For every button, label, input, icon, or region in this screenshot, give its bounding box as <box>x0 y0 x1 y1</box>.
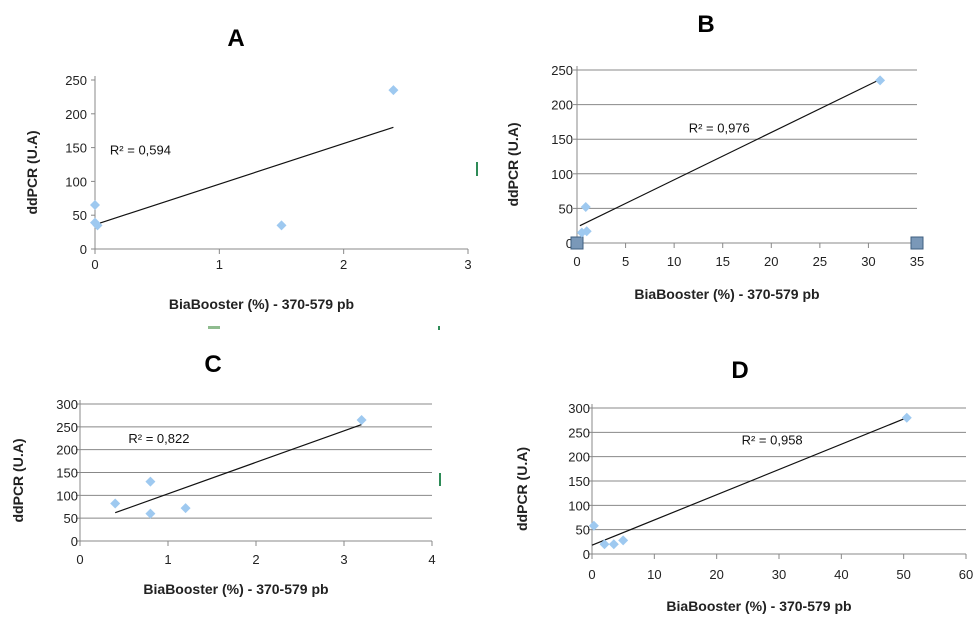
y-tick-label: 50 <box>64 511 78 526</box>
chart-panel-b: B 0 50 100 150 200 250 0 5 10 15 20 25 30 35 BiaBooster… <box>505 11 924 302</box>
x-tick-label: 15 <box>715 254 729 269</box>
x-tick-label: 20 <box>764 254 778 269</box>
data-point <box>588 520 599 531</box>
chart-title: C <box>204 351 221 378</box>
data-point <box>356 414 367 425</box>
r-squared-label: R² = 0,958 <box>742 433 803 448</box>
x-tick-label: 2 <box>340 257 347 272</box>
x-tick-label: 35 <box>910 254 924 269</box>
square-marker <box>570 236 584 250</box>
y-tick-label: 0 <box>583 547 590 562</box>
y-tick-label: 100 <box>551 167 573 182</box>
trendline <box>94 126 394 226</box>
x-tick-label: 1 <box>216 257 223 272</box>
trendline <box>114 423 362 514</box>
x-axis-label: BiaBooster (%) - 370-579 pb <box>634 286 819 302</box>
x-tick-label: 4 <box>428 552 435 567</box>
data-point <box>180 503 191 514</box>
x-tick-label: 20 <box>709 567 723 582</box>
x-tick-label: 60 <box>959 567 973 582</box>
data-point <box>276 220 287 231</box>
y-tick-label: 50 <box>73 208 87 223</box>
y-tick-label: 100 <box>65 174 87 189</box>
stray-mark-b <box>208 326 220 329</box>
trendline <box>579 79 879 227</box>
y-tick-label: 300 <box>568 401 590 416</box>
x-tick-label: 10 <box>667 254 681 269</box>
chart-panel-d: D 0 50 100 150 200 250 300 0 10 20 30 40 50 60 BiaBoost… <box>514 357 973 614</box>
y-tick-label: 200 <box>56 443 78 458</box>
data-point <box>145 508 156 519</box>
x-axis-label: BiaBooster (%) - 370-579 pb <box>666 598 851 614</box>
x-tick-label: 2 <box>252 552 259 567</box>
chart-title: A <box>227 25 244 52</box>
x-tick-label: 0 <box>76 552 83 567</box>
x-tick-label: 0 <box>573 254 580 269</box>
data-point <box>618 535 629 546</box>
data-point <box>110 498 121 509</box>
y-tick-label: 200 <box>551 98 573 113</box>
y-tick-label: 100 <box>56 488 78 503</box>
y-axis-label: ddPCR (U.A) <box>505 123 521 207</box>
x-tick-label: 1 <box>164 552 171 567</box>
x-tick-label: 10 <box>647 567 661 582</box>
data-point <box>875 75 886 86</box>
y-tick-label: 200 <box>65 107 87 122</box>
x-tick-label: 5 <box>622 254 629 269</box>
data-point <box>599 539 610 550</box>
chart-title: D <box>731 357 748 384</box>
y-tick-label: 150 <box>551 132 573 147</box>
data-point <box>92 220 103 231</box>
square-marker <box>910 236 924 250</box>
data-point <box>388 85 399 96</box>
data-point <box>608 539 619 550</box>
y-tick-label: 0 <box>566 236 573 251</box>
x-tick-label: 30 <box>861 254 875 269</box>
stray-mark-d <box>439 473 441 486</box>
r-squared-label: R² = 0,822 <box>128 431 189 446</box>
y-tick-label: 250 <box>65 73 87 88</box>
data-point <box>90 200 100 211</box>
r-squared-label: R² = 0,594 <box>110 142 171 157</box>
y-axis-label: ddPCR (U.A) <box>10 439 26 523</box>
x-axis-label: BiaBooster (%) - 370-579 pb <box>143 581 328 597</box>
y-tick-label: 250 <box>56 420 78 435</box>
y-tick-label: 300 <box>56 397 78 412</box>
x-tick-label: 50 <box>896 567 910 582</box>
data-point <box>901 412 912 423</box>
y-tick-label: 50 <box>576 523 590 538</box>
y-axis-label: ddPCR (U.A) <box>514 447 530 531</box>
y-tick-label: 150 <box>65 141 87 156</box>
x-tick-label: 30 <box>772 567 786 582</box>
x-tick-label: 3 <box>464 257 471 272</box>
trendline <box>591 417 908 546</box>
y-tick-label: 200 <box>568 450 590 465</box>
data-point <box>145 476 156 487</box>
y-tick-label: 250 <box>568 425 590 440</box>
x-tick-label: 0 <box>588 567 595 582</box>
y-tick-label: 50 <box>559 201 573 216</box>
x-tick-label: 0 <box>91 257 98 272</box>
y-tick-label: 250 <box>551 63 573 78</box>
chart-title: B <box>697 11 714 38</box>
y-tick-label: 150 <box>568 474 590 489</box>
y-axis-label: ddPCR (U.A) <box>24 131 40 215</box>
chart-panel-a: A 0 50 100 150 200 250 0 1 2 3 BiaBooster (%) - 370… <box>24 25 472 312</box>
y-tick-label: 100 <box>568 498 590 513</box>
stray-mark-c <box>438 326 440 330</box>
stray-mark-a <box>476 162 478 176</box>
data-point <box>581 226 592 237</box>
y-tick-label: 150 <box>56 466 78 481</box>
data-point <box>580 202 591 213</box>
r-squared-label: R² = 0,976 <box>689 120 750 135</box>
y-tick-label: 0 <box>80 242 87 257</box>
x-tick-label: 40 <box>834 567 848 582</box>
x-tick-label: 3 <box>340 552 347 567</box>
y-tick-label: 0 <box>71 534 78 549</box>
chart-panel-c: C 0 50 100 150 200 250 300 0 1 2 3 4 BiaBooster (%) -… <box>10 351 436 597</box>
x-axis-label: BiaBooster (%) - 370-579 pb <box>169 296 354 312</box>
x-tick-label: 25 <box>813 254 827 269</box>
